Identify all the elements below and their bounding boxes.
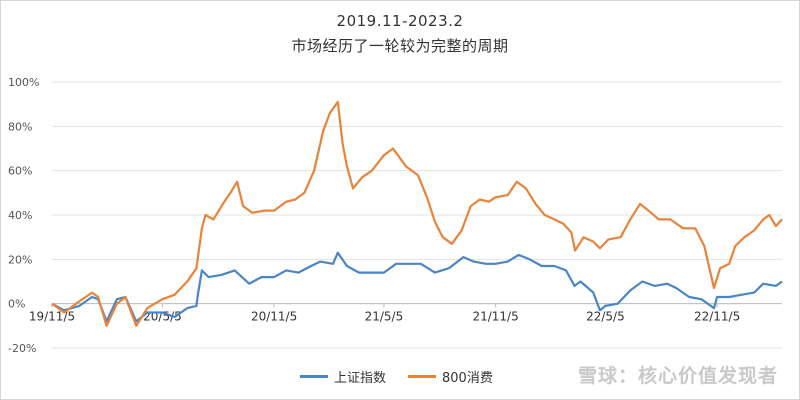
series-line-800-consumer — [51, 100, 783, 327]
x-tick-label: 20/11/5 — [251, 310, 297, 324]
x-tick-label: 22/11/5 — [694, 310, 740, 324]
y-tick-label: 80% — [8, 120, 32, 133]
x-tick-label: 19/11/5 — [29, 310, 75, 324]
y-tick-label: -20% — [8, 342, 36, 355]
series-line-shanghai — [51, 251, 783, 323]
y-tick-label: 60% — [8, 165, 32, 178]
legend-swatch-orange — [408, 374, 437, 378]
y-tick-label: 20% — [8, 253, 32, 266]
y-tick-label: 100% — [8, 76, 39, 89]
y-tick-label: 0% — [8, 298, 25, 311]
x-tick-label: 22/5/5 — [586, 310, 625, 324]
x-tick-label: 21/11/5 — [472, 310, 518, 324]
y-tick-label: 40% — [8, 209, 32, 222]
legend-item-shanghai: 上证指数 — [300, 367, 386, 386]
watermark: 雪球：核心价值发现者 — [577, 365, 778, 387]
legend-label-800-consumer: 800消费 — [442, 370, 493, 386]
chart-subtitle: 市场经历了一轮较为完整的周期 — [291, 37, 509, 55]
legend-item-800-consumer: 800消费 — [408, 367, 493, 386]
legend-swatch-blue — [300, 374, 328, 378]
legend-label-shanghai: 上证指数 — [334, 370, 387, 386]
chart-title: 2019.11-2023.2 — [336, 12, 464, 30]
x-tick-label: 21/5/5 — [365, 310, 404, 324]
chart-legend: 上证指数 800消费 — [300, 366, 515, 386]
